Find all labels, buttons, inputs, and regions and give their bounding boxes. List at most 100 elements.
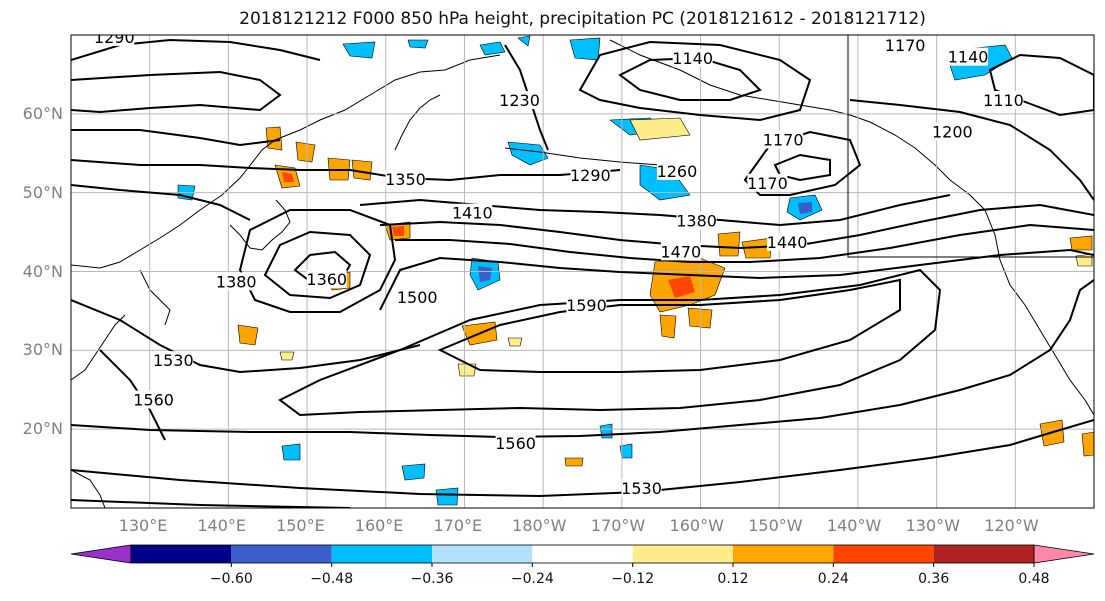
contour-label: 1170 [747,174,788,193]
contour-labels: 1290 1140 1170 1140 1110 1230 1200 1170 1260 1290… [94,28,1024,498]
colorbar-swatch [933,545,1034,563]
precip-patch-yellow [1075,253,1093,267]
contour-label-background [767,232,808,251]
colorbar-tick-label: −0.48 [310,571,354,587]
contour-label-background [499,91,540,110]
precip-patch-orange [659,314,677,339]
precip-patch-red [282,172,294,182]
colorbar-tick-label: −0.24 [510,571,554,587]
contour-label-background [656,161,697,180]
colorbar-swatch [733,545,834,563]
contour-label-background [932,122,973,141]
coastline-alaska [609,39,986,211]
contour-label: 1200 [932,123,973,142]
coastline-north-america [984,209,1094,416]
contour-label-background [133,390,174,409]
contour-label: 1360 [306,270,347,289]
contour-label: 1170 [763,130,804,149]
colorbar [70,544,1095,567]
contour-low-ring-2 [238,209,397,313]
longitude-label: 160°W [669,516,724,535]
precip-patch-blue [407,39,429,49]
longitude-label: 180°W [512,516,567,535]
contour-label-background [566,295,607,314]
precip-patch-yellow [629,117,691,141]
precip-patch-yellow [279,351,295,361]
colorbar-swatch [532,545,633,563]
colorbar-tick-label: −0.60 [209,571,253,587]
precip-patch-orange [351,159,373,181]
contour-label-background [306,269,347,288]
coastline-japan [229,199,291,251]
latitude-label: 60°N [22,103,63,123]
longitude-label: 170°E [433,516,483,535]
contour-1500 [379,248,1094,311]
contour-label-background [153,351,194,370]
contour-label: 1560 [133,391,174,410]
contour-label: 1590 [566,296,607,315]
contour-label-background [570,165,611,184]
precip-patch-orange [1081,431,1094,457]
coastline-china [71,314,126,381]
contour-label: 1560 [495,434,536,453]
contour-label-background [763,130,804,149]
precip-patch-blue [281,443,301,461]
contour-north-2 [71,129,281,147]
contour-label: 1380 [676,212,717,231]
contour-label: 1380 [216,272,257,291]
colorbar-swatch [231,545,332,563]
coastline-philippines [71,469,106,508]
longitude-label: 130°E [118,516,168,535]
contour-band-1 [71,184,251,221]
precip-patch-blue [479,41,506,56]
precip-patch-red [392,226,404,236]
precip-patch-blue [619,443,633,459]
coastline-asia [71,54,501,269]
longitude-label: 170°W [590,516,646,535]
contour-1350-outer [71,159,621,182]
contour-label: 1140 [948,48,989,67]
longitude-label: 120°W [984,516,1039,535]
longitude-label: 160°E [354,516,404,535]
contour-label-background [983,91,1024,110]
colorbar-tick-label: 0.48 [1018,571,1050,587]
contour-north-1 [71,70,282,114]
longitude-label: 150°W [748,516,803,535]
contour-1290 [71,38,321,61]
contour-label: 1530 [621,479,662,498]
contour-1380-low [263,230,372,300]
colorbar-swatch [331,545,432,563]
contour-label: 1410 [452,204,493,223]
latitude-label: 20°N [22,419,63,439]
colorbar-extend-low [70,544,132,564]
precip-patch-blue [569,37,601,61]
contour-label: 1290 [94,28,135,47]
contour-1200 [849,99,1094,201]
contour-south-edge [71,499,351,508]
contour-label-background [948,47,989,66]
precip-patch-yellow [507,337,523,347]
colorbar-tick-label: −0.12 [611,571,655,587]
precip-patch-orange [687,307,713,329]
contour-1470 [395,223,1094,263]
contour-1140-cell [618,56,762,101]
contour-label: 1470 [661,242,702,261]
contour-label-background [621,478,662,497]
contour-label-background [676,211,717,230]
contour-label-background [94,35,135,46]
latitude-label: 40°N [22,261,63,281]
contour-1410 [359,194,951,227]
colorbar-swatch [833,545,934,563]
colorbar-swatch [632,545,733,563]
contour-label: 1110 [983,91,1024,110]
contour-label: 1170 [885,36,926,55]
contour-1440 [379,203,1094,250]
precip-patch-orange [564,457,584,467]
map-frame [70,34,1095,509]
coastline-aleutian [504,147,661,166]
contour-label-background [452,203,493,222]
contour-label-background [672,49,713,68]
contour-label: 1230 [499,91,540,110]
precip-patch-blue [507,141,549,166]
